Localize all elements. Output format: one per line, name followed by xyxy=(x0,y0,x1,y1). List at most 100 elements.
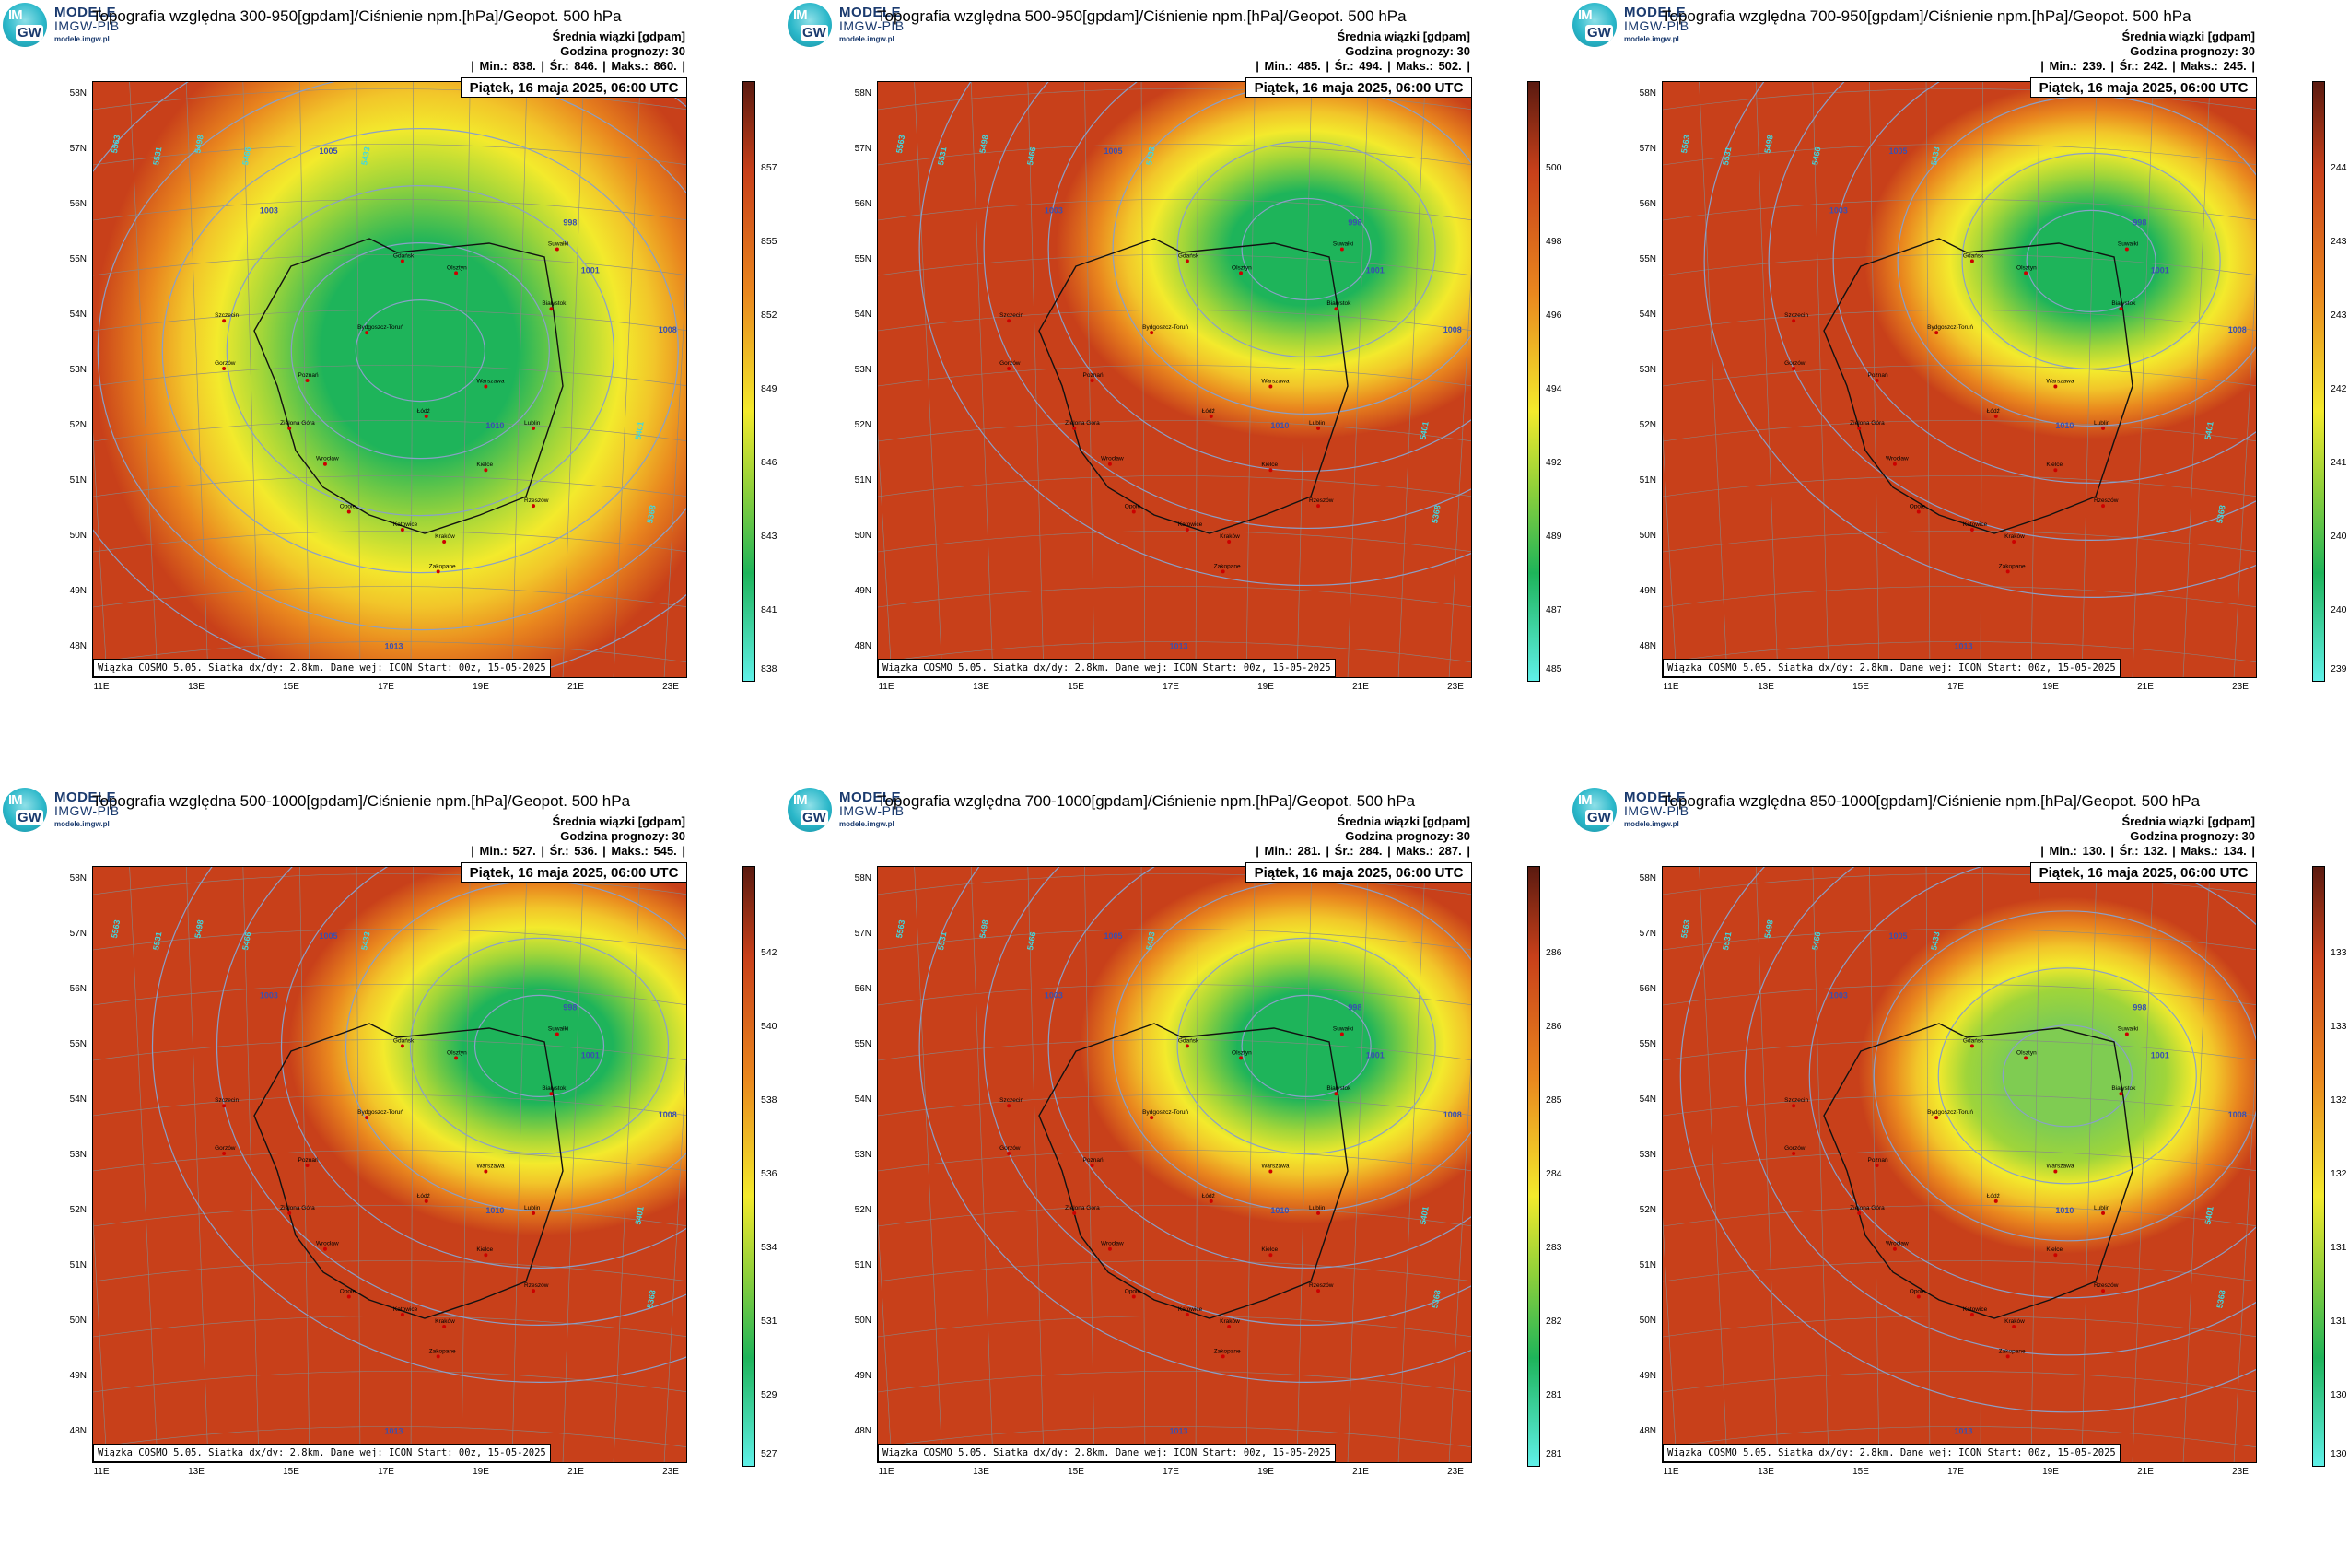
longitude-line xyxy=(562,867,584,1462)
latitude-line xyxy=(878,310,1471,332)
city-marker xyxy=(222,1152,227,1156)
latitude-tick-label: 50N xyxy=(854,1316,871,1326)
logo-url: modele.imgw.pl xyxy=(1624,35,1679,43)
longitude-line xyxy=(1084,82,1095,677)
geopotential-label: 5466 xyxy=(240,146,252,166)
city-label: Wrocław xyxy=(316,1241,339,1247)
city-marker xyxy=(2053,1253,2058,1258)
longitude-line xyxy=(242,867,260,1462)
latitude-tick-label: 50N xyxy=(854,531,871,541)
city-label: Kraków xyxy=(2004,533,2025,540)
colorbar-label: 241 xyxy=(2331,457,2347,468)
logo-emblem: IM GW xyxy=(3,3,47,47)
map-area[interactable]: Gdańsk Olsztyn Suwałki Białystok Szczecin Gor… xyxy=(1662,81,2257,678)
city-label: Olsztyn xyxy=(1232,264,1252,271)
longitude-line xyxy=(1663,431,1677,677)
city-marker xyxy=(222,1104,227,1108)
longitude-line xyxy=(2233,1057,2256,1462)
latitude-line xyxy=(93,984,686,1006)
map-area[interactable]: Gdańsk Olsztyn Suwałki Białystok Szczecin Gor… xyxy=(877,866,1472,1463)
logo-emblem: IM GW xyxy=(788,3,832,47)
colorbar-label: 131 xyxy=(2331,1316,2347,1327)
colorbar-label: 240 xyxy=(2331,604,2347,615)
latitude-line xyxy=(93,199,686,221)
field-shading xyxy=(878,82,1471,677)
logo-url: modele.imgw.pl xyxy=(839,820,894,828)
colorbar-label: 542 xyxy=(761,947,777,958)
colorbar-label: 487 xyxy=(1546,604,1562,615)
map-area[interactable]: Gdańsk Olsztyn Suwałki Białystok Szczecin Gor… xyxy=(877,81,1472,678)
geopotential-label: 5433 xyxy=(1929,146,1941,166)
imgw-logo[interactable]: IM GW MODELE IMGW-PIB modele.imgw.pl xyxy=(3,3,150,51)
geopotential-label: 5368 xyxy=(1430,504,1442,523)
logo-title: MODELE xyxy=(1624,5,1687,20)
city-marker xyxy=(1969,1044,1974,1048)
city-marker xyxy=(1150,1116,1154,1120)
city-marker xyxy=(1916,509,1921,514)
city-label: Bydgoszcz-Toruń xyxy=(1927,1109,1973,1116)
latitude-tick-label: 54N xyxy=(854,310,871,320)
longitude-line xyxy=(1140,82,1146,677)
imgw-logo[interactable]: IM GW MODELE IMGW-PIB modele.imgw.pl xyxy=(788,3,935,51)
imgw-logo[interactable]: IM GW MODELE IMGW-PIB modele.imgw.pl xyxy=(788,788,935,836)
map-area[interactable]: Gdańsk Olsztyn Suwałki Białystok Szczecin Gor… xyxy=(92,866,687,1463)
longitude-line xyxy=(1448,272,1471,677)
imgw-logo[interactable]: IM GW MODELE IMGW-PIB modele.imgw.pl xyxy=(1572,788,1720,836)
colorbar-label: 281 xyxy=(1546,1389,1562,1400)
longitude-tick-label: 13E xyxy=(1758,682,1774,692)
latitude-line xyxy=(1663,1260,2256,1282)
city-marker xyxy=(1090,1164,1094,1167)
latitude-tick-label: 48N xyxy=(69,641,87,651)
city-label: Bydgoszcz-Toruń xyxy=(1927,324,1973,331)
city-marker xyxy=(2101,1211,2106,1215)
longitude-tick-label: 19E xyxy=(473,1467,489,1477)
longitude-tick-label: 21E xyxy=(1352,1467,1369,1477)
isobar-label: 998 xyxy=(563,1003,577,1012)
colorbar xyxy=(2312,81,2325,682)
geopotential-label: 5401 xyxy=(633,1206,645,1225)
valid-date: Piątek, 16 maja 2025, 06:00 UTC xyxy=(2030,862,2257,883)
latitude-tick-label: 57N xyxy=(1639,929,1656,939)
map-footer: Wiązka COSMO 5.05. Siatka dx/dy: 2.8km. … xyxy=(93,1444,551,1462)
ensemble-label: Średnia wiązki [gdpam] xyxy=(552,29,685,43)
latitude-line xyxy=(93,1205,686,1227)
logo-subtitle: IMGW-PIB xyxy=(839,18,905,33)
isobar-label: 1003 xyxy=(260,991,278,1000)
city-marker xyxy=(2053,1169,2058,1174)
latitude-tick-label: 58N xyxy=(854,88,871,99)
longitude-tick-label: 15E xyxy=(1852,1467,1869,1477)
longitude-tick-label: 19E xyxy=(473,682,489,692)
logo-title: MODELE xyxy=(1624,790,1687,805)
longitude-line xyxy=(1195,82,1198,677)
ensemble-label: Średnia wiązki [gdpam] xyxy=(2121,814,2255,828)
city-label: Zielona Góra xyxy=(280,1205,315,1211)
latitude-line xyxy=(1663,365,2256,387)
map-area[interactable]: Gdańsk Olsztyn Suwałki Białystok Szczecin Gor… xyxy=(1662,866,2257,1463)
latitude-tick-label: 49N xyxy=(69,1371,87,1381)
colorbar xyxy=(1527,866,1540,1467)
city-label: Poznań xyxy=(1083,372,1104,379)
longitude-line xyxy=(2030,82,2040,677)
city-label: Rzeszów xyxy=(1309,1282,1334,1289)
city-label: Lublin xyxy=(1309,420,1326,427)
city-marker xyxy=(1934,331,1939,335)
colorbar-label: 498 xyxy=(1546,236,1562,247)
panel-title: Topografia względna 850-1000[gpdam]/Ciśn… xyxy=(1662,792,2201,810)
longitude-line xyxy=(1347,82,1369,677)
imgw-logo[interactable]: IM GW MODELE IMGW-PIB modele.imgw.pl xyxy=(1572,3,1720,51)
isobar-label: 1013 xyxy=(1955,1427,1973,1436)
field-stats: | Min.: 485. | Śr.: 494. | Maks.: 502. | xyxy=(1256,59,1470,73)
isobar-label: 1008 xyxy=(2228,1110,2247,1119)
city-label: Kielce xyxy=(1261,462,1278,468)
longitude-line xyxy=(1195,867,1198,1462)
geopotential-label: 5433 xyxy=(1144,931,1156,951)
latitude-line xyxy=(93,586,686,608)
city-label: Suwałki xyxy=(2118,240,2138,247)
city-marker xyxy=(484,1253,488,1258)
city-label: Poznań xyxy=(1083,1157,1104,1164)
city-marker xyxy=(305,1164,310,1167)
imgw-logo[interactable]: IM GW MODELE IMGW-PIB modele.imgw.pl xyxy=(3,788,150,836)
map-area[interactable]: Gdańsk Olsztyn Suwałki Białystok Szczecin Gor… xyxy=(92,81,687,678)
city-label: Suwałki xyxy=(1333,240,1353,247)
geopotential-label: 5531 xyxy=(1721,146,1733,166)
